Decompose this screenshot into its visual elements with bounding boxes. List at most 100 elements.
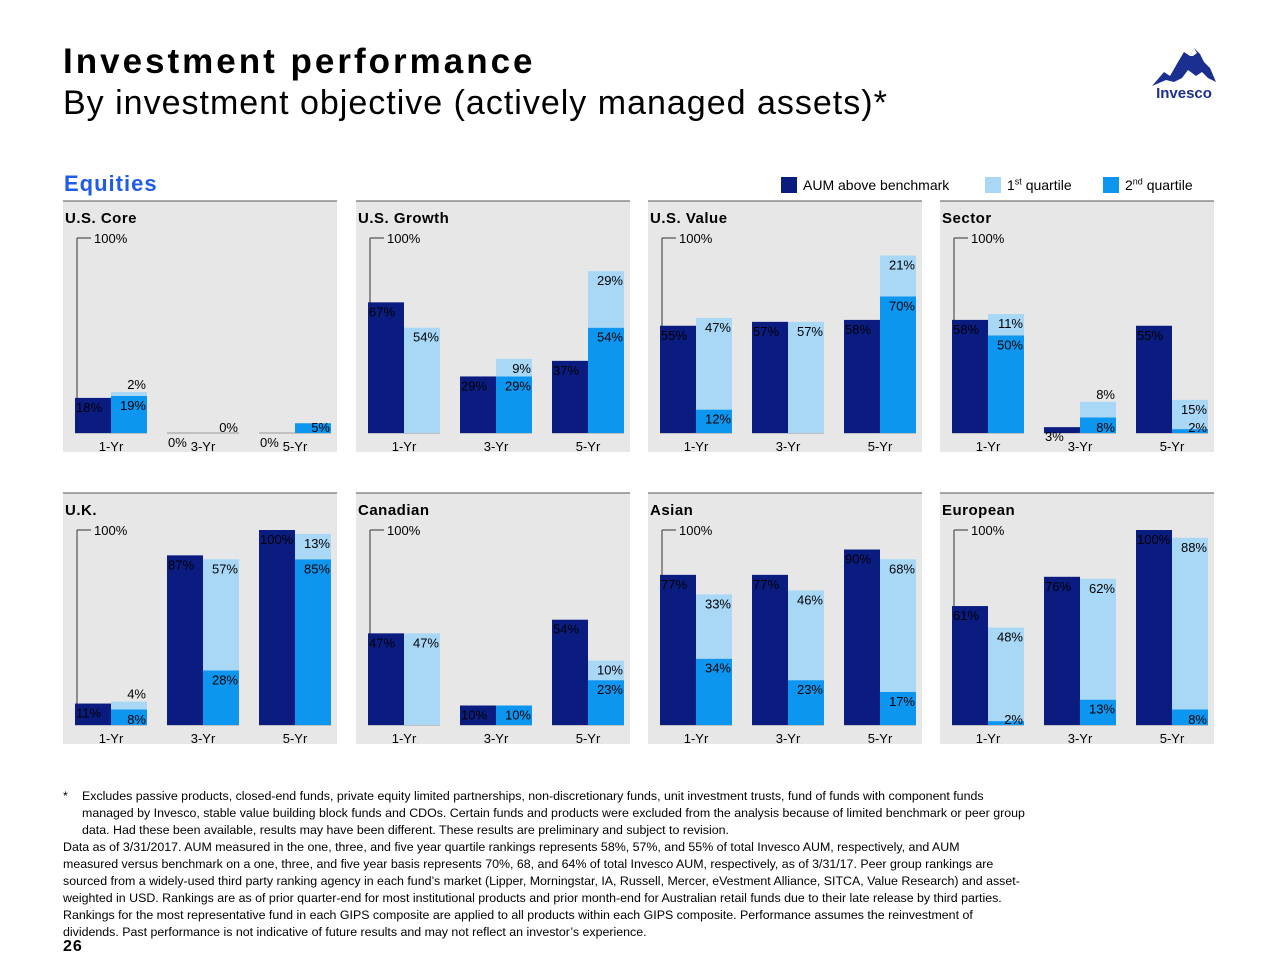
bar-q1-u-s-value-5-yr [880,255,916,297]
x-tick-label-5-yr: 5-Yr [1160,731,1185,746]
data-label-q1: 47% [705,320,731,335]
data-label-q1: 33% [705,596,731,611]
bar-q1-u-s-growth-3-yr [496,358,532,377]
data-label-aum: 11% [76,706,101,721]
page-title: Investment performance [63,42,536,81]
data-label-aum: 77% [661,577,687,592]
x-tick-label-3-yr: 3-Yr [776,439,801,454]
data-label-q2: 8% [127,712,146,727]
data-label-q1: 54% [413,330,439,345]
x-tick-label-1-yr: 1-Yr [392,731,417,746]
bar-aum-european-5-yr [1136,530,1172,725]
data-label-q1: 57% [797,324,823,339]
data-label-q2: 0% [219,420,238,435]
data-label-q1: 46% [797,592,823,607]
legend-suffix-q1: quartile [1021,177,1072,193]
data-label-q1: 2% [127,377,146,392]
bar-q2-european-5-yr [1172,709,1208,725]
data-label-q2: 10% [505,708,531,723]
data-label-aum: 61% [953,608,979,623]
bar-q1-asian-3-yr [788,590,824,681]
data-label-aum: 54% [553,622,579,637]
page-number: 26 [63,938,83,955]
data-label-q2: 19% [120,398,146,413]
data-label-aum: 55% [661,328,687,343]
footnote-line: data. Had these been available, results … [82,823,729,837]
x-tick-label-5-yr: 5-Yr [576,731,601,746]
footnote-line: measured versus benchmark on a one, thre… [63,857,994,871]
bar-q1-canadian-5-yr [588,660,624,681]
x-tick-label-1-yr: 1-Yr [99,439,124,454]
x-tick-label-3-yr: 3-Yr [191,439,216,454]
chart-title-u-k: U.K. [65,502,97,519]
data-label-q2: 50% [997,338,1023,353]
data-label-q2: 70% [889,299,915,314]
data-label-q2: 2% [1188,420,1207,435]
data-label-aum: 77% [753,577,779,592]
bar-aum-european-1-yr [952,606,988,725]
x-tick-label-5-yr: 5-Yr [868,731,893,746]
x-tick-label-3-yr: 3-Yr [776,731,801,746]
bar-aum-u-k-3-yr [167,555,203,725]
chart-title-sector: Sector [942,210,992,227]
bar-aum-u-s-growth-3-yr [460,376,496,433]
data-label-aum: 0% [260,435,279,450]
data-label-q2: 12% [705,412,731,427]
bar-aum-u-s-core-1-yr [75,397,111,433]
data-label-q2: 23% [797,682,823,697]
chart-axis-top-label-asian: 100% [679,523,713,538]
x-tick-label-1-yr: 1-Yr [976,731,1001,746]
data-label-aum: 0% [168,435,187,450]
legend-sup-q1: st [1014,176,1022,187]
bar-aum-sector-1-yr [952,319,988,433]
data-label-q1: 15% [1181,402,1207,417]
x-tick-label-5-yr: 5-Yr [283,439,308,454]
bar-q1-u-s-growth-5-yr [588,271,624,328]
data-label-q2: 34% [705,661,731,676]
footnote-line: Data as of 3/31/2017. AUM measured in th… [63,840,960,854]
data-label-q2: 54% [597,330,623,345]
chart-axis-top-label-u-s-value: 100% [679,231,713,246]
x-tick-label-3-yr: 3-Yr [484,731,509,746]
x-tick-label-3-yr: 3-Yr [484,439,509,454]
data-label-aum: 57% [753,324,779,339]
chart-axis-top-label-u-k: 100% [94,523,128,538]
bar-q1-sector-5-yr [1172,399,1208,430]
chart-axis-top-label-u-s-growth: 100% [387,231,421,246]
bar-aum-canadian-1-yr [368,633,404,725]
chart-axis-top-label-european: 100% [971,523,1005,538]
bar-aum-u-s-growth-5-yr [552,360,588,433]
bar-q1-canadian-1-yr [404,633,440,725]
footnote-line: managed by Invesco, stable value buildin… [82,806,1025,820]
bar-q2-asian-3-yr [788,680,824,725]
footnote-line: weighted in USD. Rankings are as of prio… [63,891,1002,905]
legend-sup-q2: nd [1132,176,1143,187]
data-label-q1: 4% [127,687,146,702]
logo-text: Invesco [1156,85,1212,102]
bar-aum-u-s-growth-1-yr [368,302,404,433]
data-label-q2: 8% [1188,712,1207,727]
bar-q2-asian-5-yr [880,691,916,725]
bar-aum-european-3-yr [1044,576,1080,725]
legend-aum-above-benchmark: AUM above benchmark [781,177,949,193]
bar-q1-asian-1-yr [696,594,732,659]
legend-swatch-q2 [1103,177,1119,193]
data-label-q2: 17% [889,694,915,709]
bar-q1-sector-3-yr [1080,401,1116,418]
bar-q1-sector-1-yr [988,314,1024,336]
data-label-aum: 90% [845,552,871,567]
bar-aum-sector-3-yr [1044,427,1080,433]
bar-q2-canadian-3-yr [496,705,532,725]
chart-title-asian: Asian [650,502,693,519]
bar-q2-u-s-value-5-yr [880,296,916,433]
bar-q2-canadian-5-yr [588,680,624,725]
chart-title-canadian: Canadian [358,502,430,519]
data-label-q2: 13% [1089,702,1115,717]
bar-q2-sector-3-yr [1080,417,1116,433]
bar-q1-u-k-5-yr [295,533,331,560]
chart-axis-top-label-canadian: 100% [387,523,421,538]
bar-q1-u-s-growth-1-yr [404,327,440,433]
x-tick-label-5-yr: 5-Yr [283,731,308,746]
data-label-q1: 9% [512,361,531,376]
x-tick-label-1-yr: 1-Yr [392,439,417,454]
